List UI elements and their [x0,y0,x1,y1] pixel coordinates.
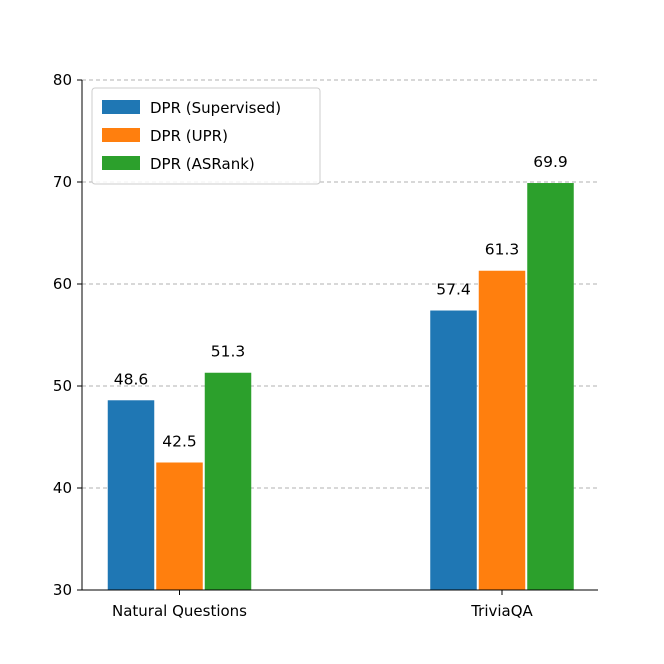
bar-1-1 [478,270,526,590]
bar-0-0 [107,400,155,590]
bar-2-1 [527,183,574,590]
ytick-label-80: 80 [53,71,72,89]
data-label-1-1: 61.3 [485,241,520,259]
xtick-label-0: Natural Questions [112,602,247,620]
ytick-label-60: 60 [53,275,72,293]
ytick-label-50: 50 [53,377,72,395]
legend: DPR (Supervised) DPR (UPR) DPR (ASRank) [91,87,321,185]
xtick-label-1: TriviaQA [470,602,533,620]
legend-label-2: DPR (ASRank) [150,155,255,173]
legend-label-1: DPR (UPR) [150,127,228,145]
ytick-label-40: 40 [53,479,72,497]
data-label-0-0: 48.6 [114,370,149,388]
bars [107,183,574,590]
legend-label-0: DPR (Supervised) [150,99,281,117]
data-label-2-0: 51.3 [211,343,246,361]
axes: 30 40 50 60 70 80 Natural Questions TriviaQA [53,71,598,620]
bar-0-1 [430,310,477,590]
data-label-1-0: 42.5 [162,433,197,451]
ytick-label-70: 70 [53,173,72,191]
bar-1-0 [156,462,203,590]
data-label-2-1: 69.9 [533,153,568,171]
ytick-label-30: 30 [53,581,72,599]
legend-box [91,87,321,185]
legend-swatch-0 [102,100,140,114]
legend-swatch-2 [102,156,140,170]
data-label-0-1: 57.4 [436,281,471,299]
legend-swatch-1 [102,128,140,142]
bar-2-0 [204,372,252,590]
data-labels: 48.6 42.5 51.3 57.4 61.3 69.9 [114,153,568,450]
